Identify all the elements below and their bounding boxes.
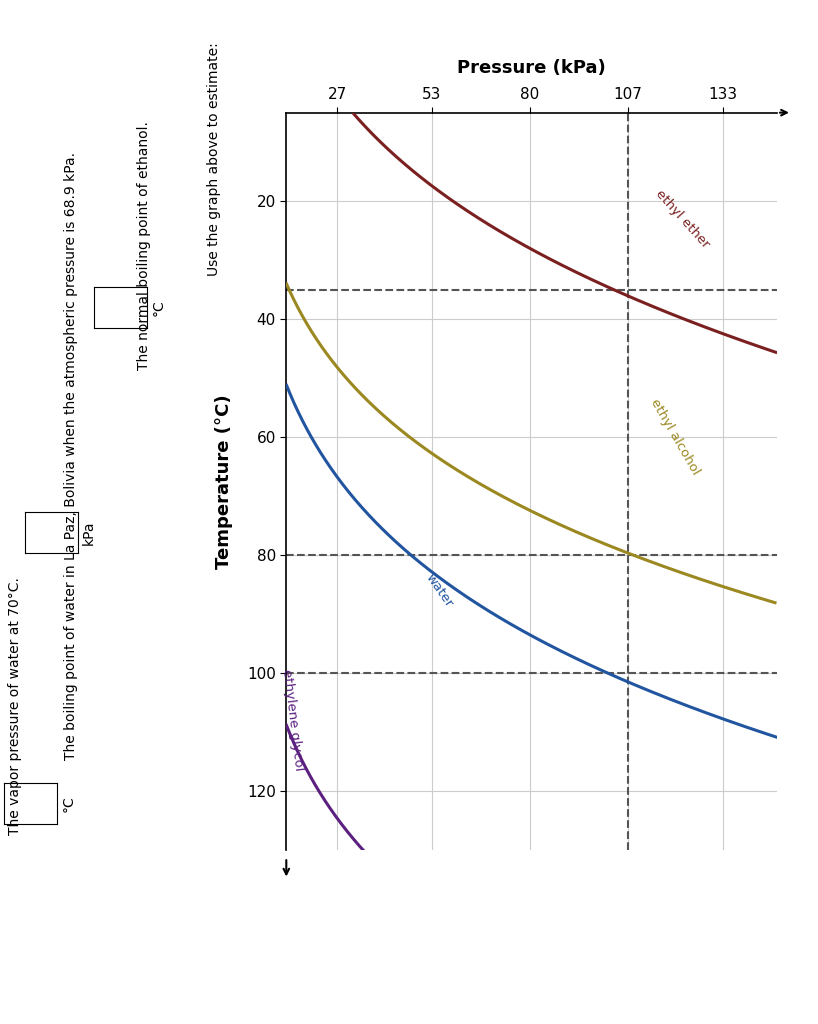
Y-axis label: Temperature (°C): Temperature (°C): [215, 394, 233, 568]
Text: Use the graph above to estimate:: Use the graph above to estimate:: [207, 42, 221, 275]
Text: kPa: kPa: [82, 520, 96, 545]
Text: °C: °C: [151, 299, 165, 315]
Text: water: water: [423, 571, 455, 609]
Text: The normal boiling point of ethanol.: The normal boiling point of ethanol.: [137, 121, 151, 371]
X-axis label: Pressure (kPa): Pressure (kPa): [457, 59, 606, 78]
Text: °C: °C: [61, 796, 75, 812]
Text: ethyl ether: ethyl ether: [653, 187, 712, 251]
Text: The vapor pressure of water at 70°C.: The vapor pressure of water at 70°C.: [8, 578, 22, 836]
Text: ethylene glycol: ethylene glycol: [280, 669, 306, 772]
Text: The boiling point of water in La Paz, Bolivia when the atmospheric pressure is 6: The boiling point of water in La Paz, Bo…: [64, 152, 78, 760]
Text: ethyl alcohol: ethyl alcohol: [649, 396, 703, 477]
